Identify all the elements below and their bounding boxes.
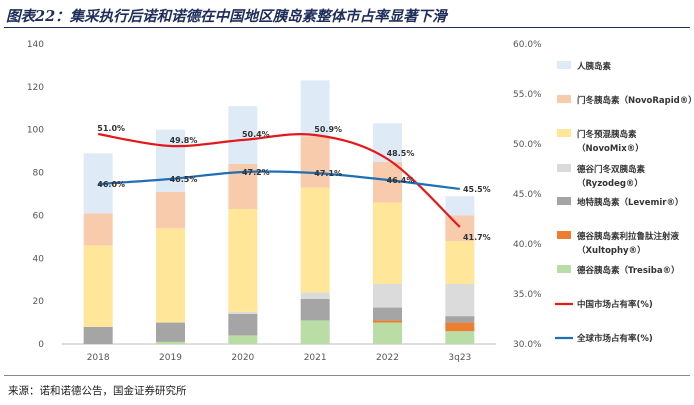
legend-swatch bbox=[557, 164, 571, 172]
legend-swatch bbox=[557, 231, 571, 239]
line-data-label: 50.4% bbox=[242, 130, 270, 139]
line-data-label: 45.5% bbox=[463, 185, 491, 194]
legend-label: （NovoMix®） bbox=[577, 143, 644, 154]
bar-segment bbox=[228, 335, 258, 344]
chart-title: 图表22：集采执行后诺和诺德在中国地区胰岛素整体市占率显著下滑 bbox=[6, 8, 447, 25]
left-axis-tick-label: 40 bbox=[33, 254, 45, 264]
legend-label: 人胰岛素 bbox=[577, 61, 612, 72]
source-note: 来源：诺和诺德公告，国金证券研究所 bbox=[8, 385, 187, 397]
chart-area: 0 20 40 60 80 100 120 140 30.0% 35.0% 40.0% 45.0% 50… bbox=[27, 40, 694, 363]
left-axis-tick-label: 120 bbox=[27, 83, 44, 93]
bar-segment bbox=[83, 245, 113, 327]
legend-swatch bbox=[557, 265, 571, 273]
right-axis-tick-label: 50.0% bbox=[513, 140, 542, 150]
right-axis-tick-label: 40.0% bbox=[513, 240, 542, 250]
bar-segment bbox=[373, 307, 402, 321]
bar-segment bbox=[373, 284, 402, 308]
legend-label: （Ryzodeg®） bbox=[577, 178, 643, 189]
bar-segment bbox=[300, 320, 330, 344]
bar-segment bbox=[373, 320, 402, 323]
bar-segment bbox=[373, 322, 402, 344]
line-data-label: 49.8% bbox=[170, 136, 198, 145]
line-data-label: 47.1% bbox=[314, 169, 342, 178]
legend-swatch bbox=[557, 61, 571, 69]
right-axis-tick-label: 55.0% bbox=[513, 90, 542, 100]
x-axis-tick-label: 2020 bbox=[231, 353, 254, 363]
line-data-label: 41.7% bbox=[463, 233, 491, 242]
legend-swatch bbox=[557, 197, 571, 205]
bar-segment bbox=[156, 191, 185, 229]
legend-label: 德谷门冬双胰岛素 bbox=[577, 164, 646, 175]
bar-segment bbox=[445, 241, 475, 284]
line-data-label: 47.2% bbox=[242, 168, 270, 177]
legend-label: 中国市场占有率(%) bbox=[577, 299, 653, 310]
bar-segment bbox=[83, 326, 113, 344]
right-axis-tick-label: 60.0% bbox=[513, 40, 542, 50]
bar-segment bbox=[156, 322, 185, 342]
line-data-label: 50.9% bbox=[314, 125, 342, 134]
bar-segment bbox=[373, 123, 402, 162]
line-data-label: 46.0% bbox=[97, 180, 125, 189]
left-axis-tick-label: 60 bbox=[33, 211, 45, 221]
right-axis-tick-label: 30.0% bbox=[513, 340, 542, 350]
legend-swatch bbox=[557, 95, 571, 103]
legend-label: 门冬预混胰岛素 bbox=[577, 129, 637, 140]
bar-segment bbox=[156, 228, 185, 323]
global-share-line bbox=[98, 170, 460, 191]
right-axis-tick-label: 35.0% bbox=[513, 290, 542, 300]
bar-segment bbox=[300, 136, 330, 188]
left-axis-tick-label: 80 bbox=[33, 169, 45, 179]
left-axis-tick-label: 100 bbox=[27, 126, 44, 136]
bar-segment bbox=[445, 284, 475, 317]
x-axis-tick-label: 2021 bbox=[304, 353, 327, 363]
bar-segment bbox=[228, 314, 258, 336]
bar-segment bbox=[445, 196, 475, 216]
title-divider bbox=[4, 27, 690, 28]
bar-segment bbox=[83, 213, 113, 246]
bar-segment bbox=[445, 322, 475, 332]
bar-segment bbox=[156, 129, 185, 192]
legend-label: 地特胰岛素（Levemir®） bbox=[577, 197, 683, 208]
x-axis-tick-label: 3q23 bbox=[448, 353, 471, 363]
bar-segment bbox=[300, 80, 330, 137]
bar-segment bbox=[300, 292, 330, 299]
line-data-label: 48.5% bbox=[387, 149, 415, 158]
bar-segment bbox=[228, 209, 258, 312]
china-share-line bbox=[97, 132, 461, 228]
bar-segment bbox=[228, 311, 258, 314]
line-data-label: 51.0% bbox=[97, 124, 125, 133]
line-data-label: 46.5% bbox=[170, 175, 198, 184]
bar-segment bbox=[445, 316, 475, 323]
bar-segment bbox=[373, 202, 402, 284]
legend-label: 德谷胰岛素（Tresiba®） bbox=[577, 265, 680, 276]
bar-segment bbox=[445, 331, 475, 344]
left-axis-tick-label: 0 bbox=[38, 340, 44, 350]
right-axis-tick-label: 45.0% bbox=[513, 190, 542, 200]
bar-segment bbox=[300, 187, 330, 293]
line-data-label: 46.4% bbox=[387, 176, 415, 185]
x-axis-tick-label: 2018 bbox=[87, 353, 110, 363]
bar-segment bbox=[445, 215, 475, 242]
bar-segment bbox=[228, 106, 258, 164]
bar-segment bbox=[300, 299, 330, 321]
legend-label: 德谷胰岛素利拉鲁肽注射液 bbox=[577, 231, 680, 242]
legend-label: （Xultophy®） bbox=[577, 245, 646, 256]
x-axis-tick-label: 2019 bbox=[159, 353, 182, 363]
legend-swatch bbox=[557, 129, 571, 137]
left-axis-tick-label: 140 bbox=[27, 40, 44, 50]
legend-label: 全球市场占有率(%) bbox=[576, 333, 653, 344]
legend-label: 门冬胰岛素（NovoRapid®） bbox=[577, 95, 694, 106]
left-axis-tick-label: 20 bbox=[33, 297, 45, 307]
footer-divider bbox=[4, 375, 690, 376]
bar-segment bbox=[156, 341, 185, 344]
x-axis-tick-label: 2022 bbox=[376, 353, 399, 363]
